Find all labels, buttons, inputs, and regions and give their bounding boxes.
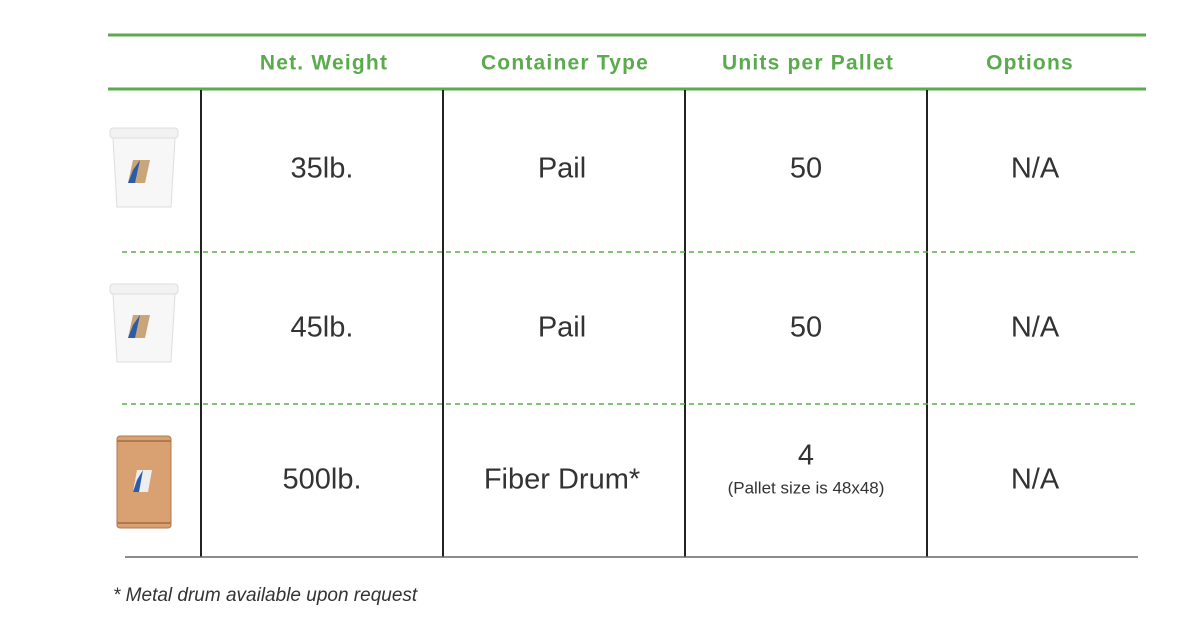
header-cell: Options	[986, 52, 1074, 75]
table-cell: Fiber Drum*	[484, 464, 640, 496]
row-dividers	[122, 251, 1138, 405]
table-cell: Pail	[538, 153, 586, 185]
header-cell: Units per Pallet	[722, 52, 894, 75]
table-cell: Pail	[538, 312, 586, 344]
table-cell: 50	[790, 312, 822, 344]
drum-icon	[116, 435, 172, 529]
table-cell: 35lb.	[291, 153, 354, 185]
table-cell: 45lb.	[291, 312, 354, 344]
pail-icon	[109, 127, 179, 208]
table-cell: 4	[798, 440, 814, 472]
table-cell: N/A	[1011, 464, 1060, 496]
header-cell: Net. Weight	[260, 52, 388, 75]
header-cell: Container Type	[481, 52, 649, 75]
cell-note: (Pallet size is 48x48)	[728, 478, 885, 497]
table-cell: 50	[790, 153, 822, 185]
footnote: * Metal drum available upon request	[113, 585, 418, 606]
pail-icon	[109, 283, 179, 363]
table-cell: N/A	[1011, 312, 1060, 344]
column-dividers	[200, 90, 928, 557]
table-cell: N/A	[1011, 153, 1060, 185]
table-cell: 500lb.	[282, 464, 361, 496]
